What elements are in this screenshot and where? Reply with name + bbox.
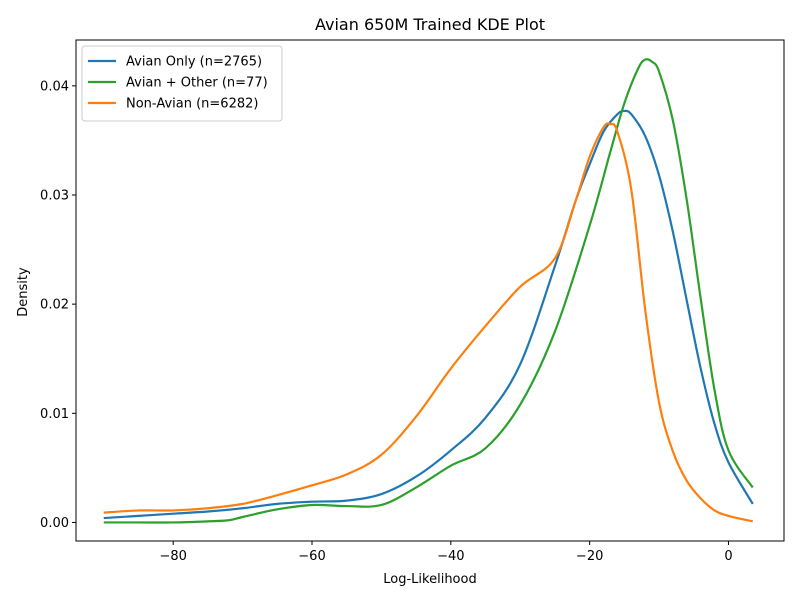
legend-label-1: Avian Only (n=2765) bbox=[126, 55, 262, 70]
legend-label-3: Non-Avian (n=6282) bbox=[126, 97, 258, 112]
x-tick-label: −40 bbox=[437, 549, 464, 564]
y-tick-label: 0.03 bbox=[40, 188, 69, 203]
y-tick-label: 0.01 bbox=[40, 407, 69, 422]
x-axis-title: Log-Likelihood bbox=[383, 572, 476, 587]
axes-frame bbox=[75, 39, 785, 542]
y-axis-title: Density bbox=[16, 267, 31, 317]
x-tick-label: −60 bbox=[298, 549, 325, 564]
x-tick-label: 0 bbox=[724, 549, 732, 564]
legend-box bbox=[81, 45, 283, 122]
legend: Avian Only (n=2765) Avian + Other (n=77) N… bbox=[81, 45, 283, 122]
y-tick-label: 0.04 bbox=[40, 79, 69, 94]
x-tick-label: −80 bbox=[159, 549, 186, 564]
x-tick-label: −20 bbox=[576, 549, 603, 564]
legend-label-2: Avian + Other (n=77) bbox=[126, 76, 268, 91]
y-tick-label: 0.00 bbox=[40, 516, 69, 531]
y-tick-label: 0.02 bbox=[40, 298, 69, 313]
chart-title: Avian 650M Trained KDE Plot bbox=[315, 15, 545, 34]
series-line-3 bbox=[103, 122, 754, 523]
plot-area: −80 −60 −40 −20 0 0.00 0.01 0.02 0.03 0.04 bbox=[40, 39, 785, 564]
series-line-2 bbox=[103, 58, 754, 524]
